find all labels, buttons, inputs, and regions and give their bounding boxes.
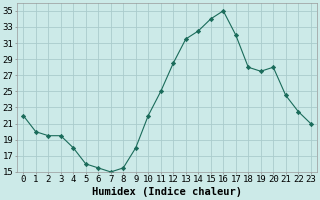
X-axis label: Humidex (Indice chaleur): Humidex (Indice chaleur)	[92, 187, 242, 197]
